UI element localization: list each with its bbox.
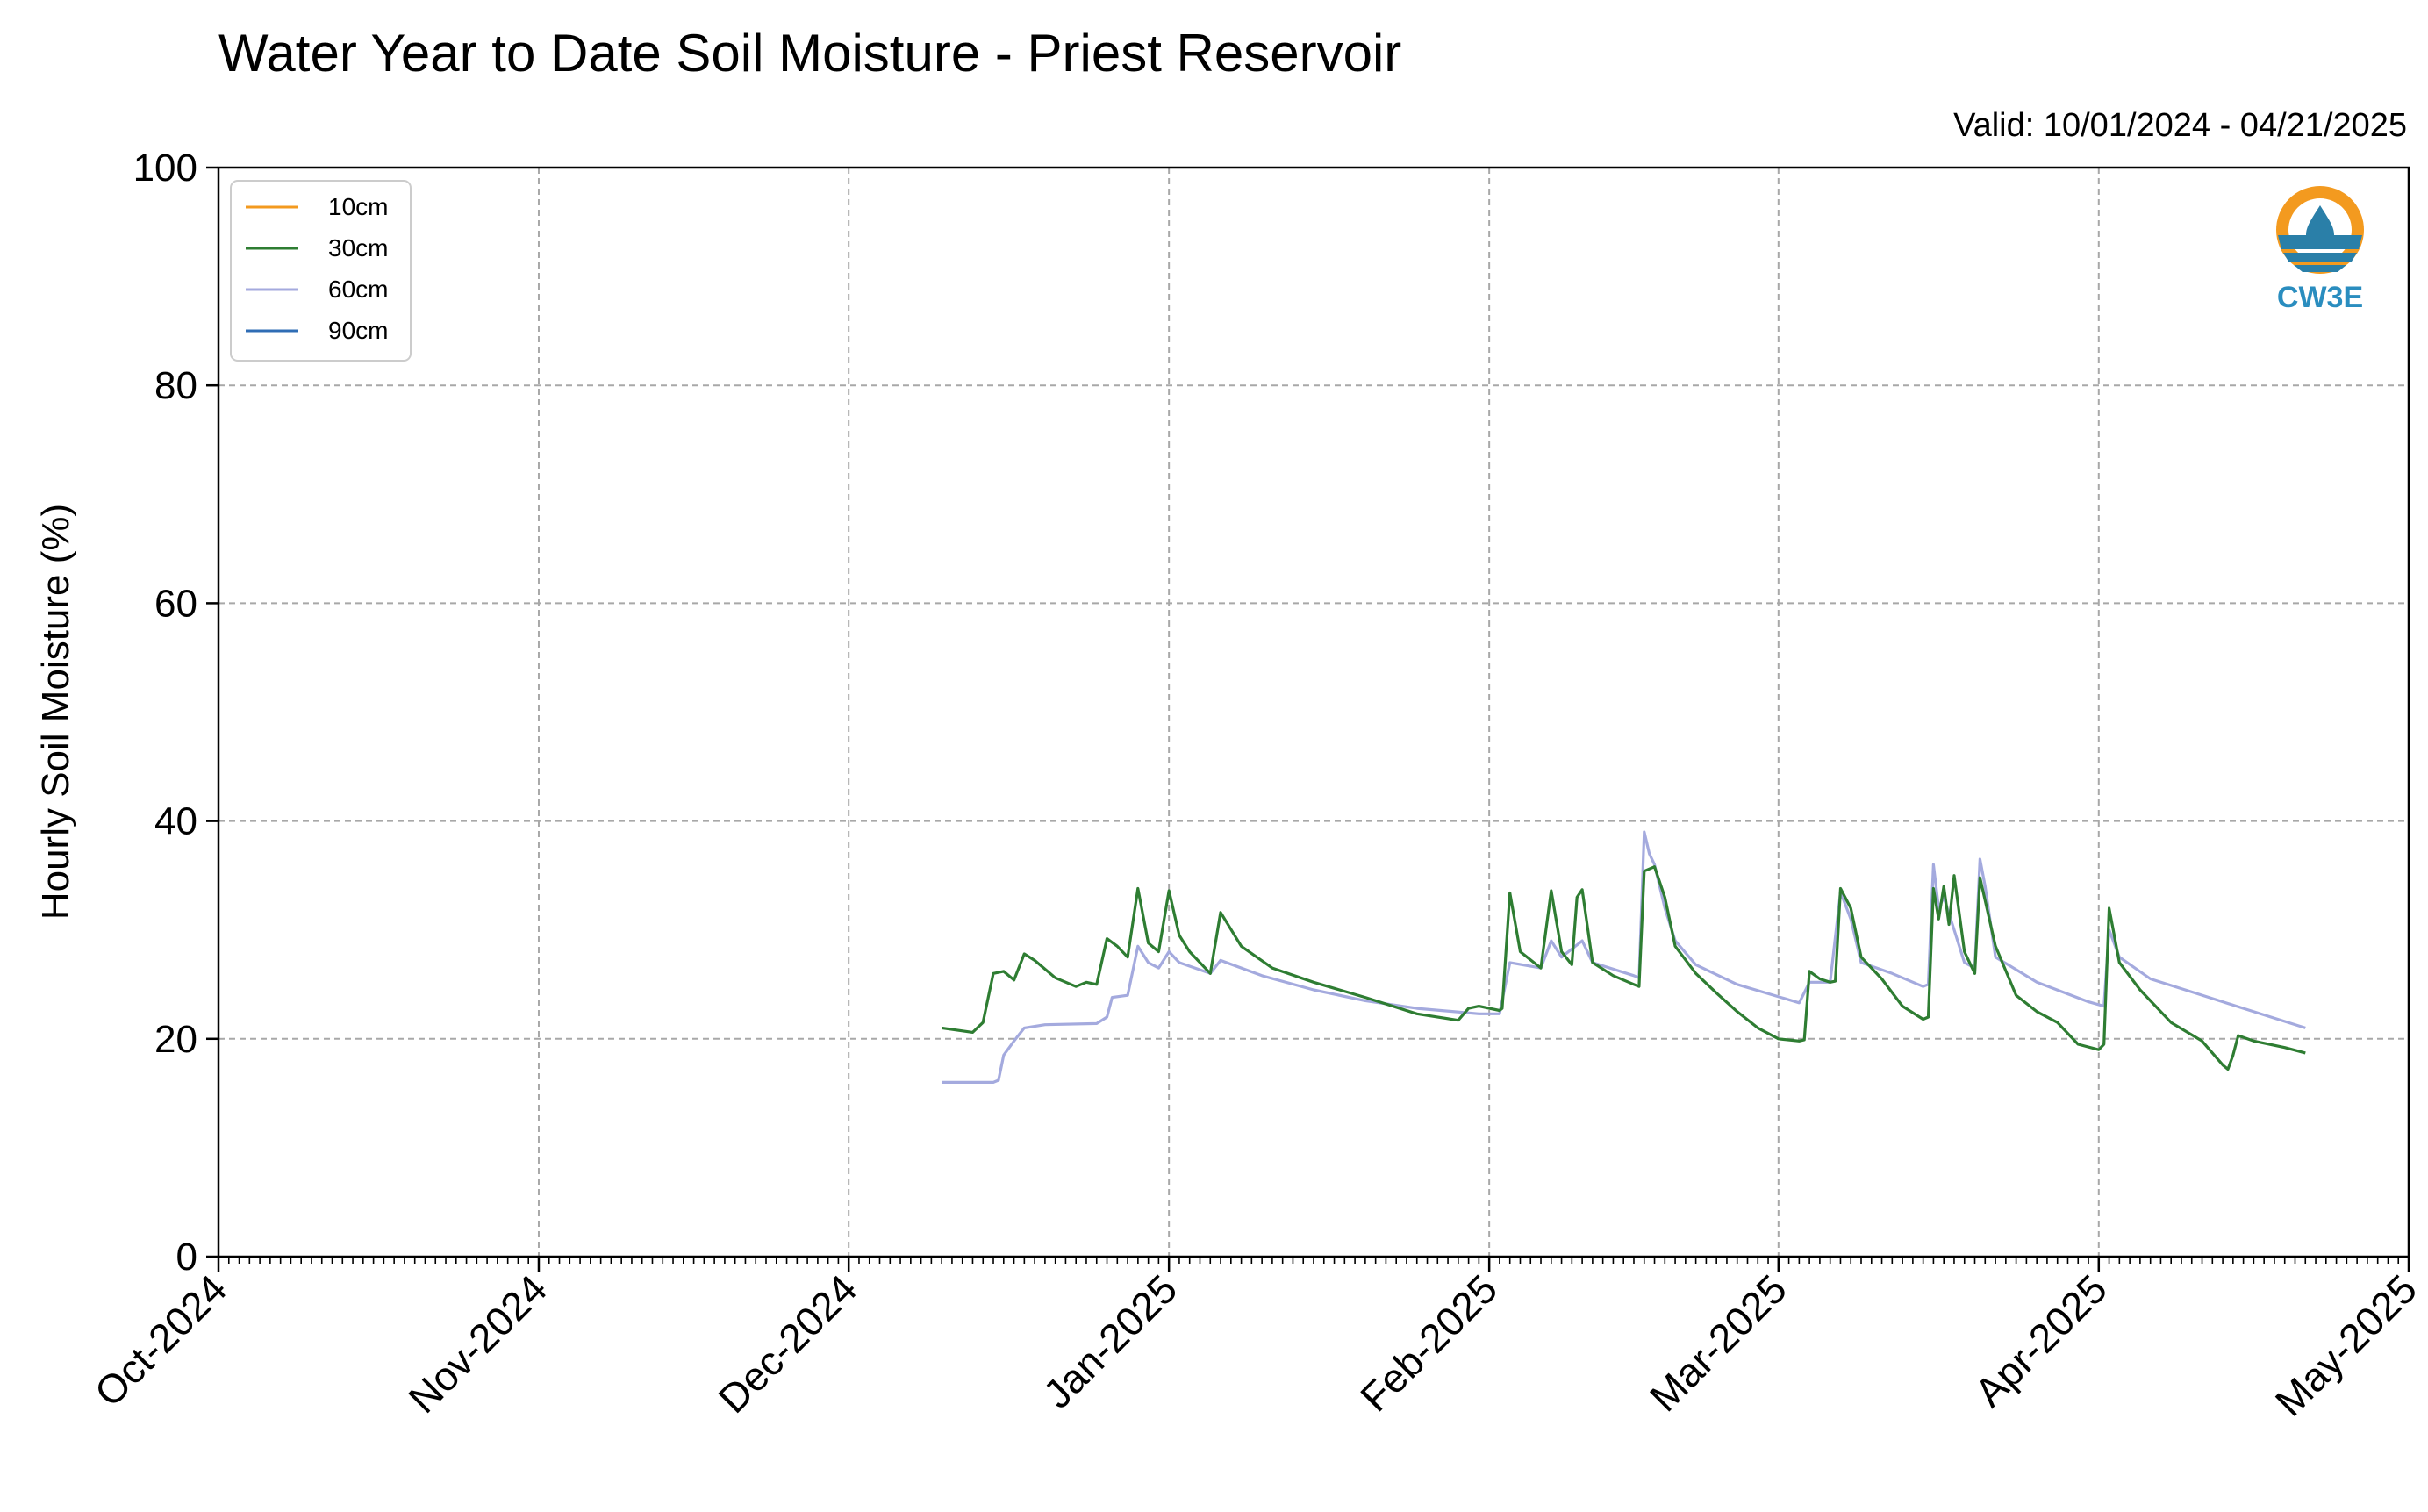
x-axis: Oct-2024 Nov-2024 Dec-2024 Jan-2025 Feb-2025… [86,1257,2425,1425]
logo-wave-2 [2283,253,2357,262]
y-tick-label: 80 [154,364,197,407]
legend-box [230,180,412,362]
x-tick-label: Apr-2025 [1966,1265,2116,1415]
legend: 10cm 30cm 60cm 90cm [230,180,412,362]
legend-label-60cm: 60cm [328,276,388,303]
logo-drop [2306,205,2334,249]
grid-lines [218,168,2409,1257]
plot-frame [217,166,2410,1258]
x-tick-label: Oct-2024 [86,1265,236,1415]
y-tick-label: 0 [176,1236,197,1279]
x-tick-label: Feb-2025 [1351,1265,1506,1420]
y-axis-label: Hourly Soil Moisture (%) [34,504,77,920]
legend-label-10cm: 10cm [328,193,388,220]
data-series [941,830,2306,1084]
series-line-60cm [942,830,2306,1084]
legend-label-30cm: 30cm [328,234,388,262]
y-tick-label: 40 [154,800,197,843]
x-tick-label: Dec-2024 [709,1265,865,1422]
series-line-30cm [941,865,2306,1071]
cw3e-logo-icon: CW3E [2276,186,2364,314]
logo-text: CW3E [2277,281,2363,314]
y-tick-label: 20 [154,1018,197,1061]
y-axis: 0 20 40 60 80 100 [133,147,218,1279]
valid-date-range: Valid: 10/01/2024 - 04/21/2025 [1953,107,2407,144]
x-tick-label: May-2025 [2267,1265,2425,1424]
legend-label-90cm: 90cm [328,317,388,344]
x-tick-label: Nov-2024 [399,1265,555,1422]
y-tick-label: 100 [133,147,197,190]
x-tick-label: Jan-2025 [1035,1265,1185,1416]
logo-wave-3 [2294,265,2346,272]
x-tick-label: Mar-2025 [1641,1265,1795,1420]
chart-title: Water Year to Date Soil Moisture - Pries… [218,24,1402,82]
y-tick-label: 60 [154,582,197,625]
